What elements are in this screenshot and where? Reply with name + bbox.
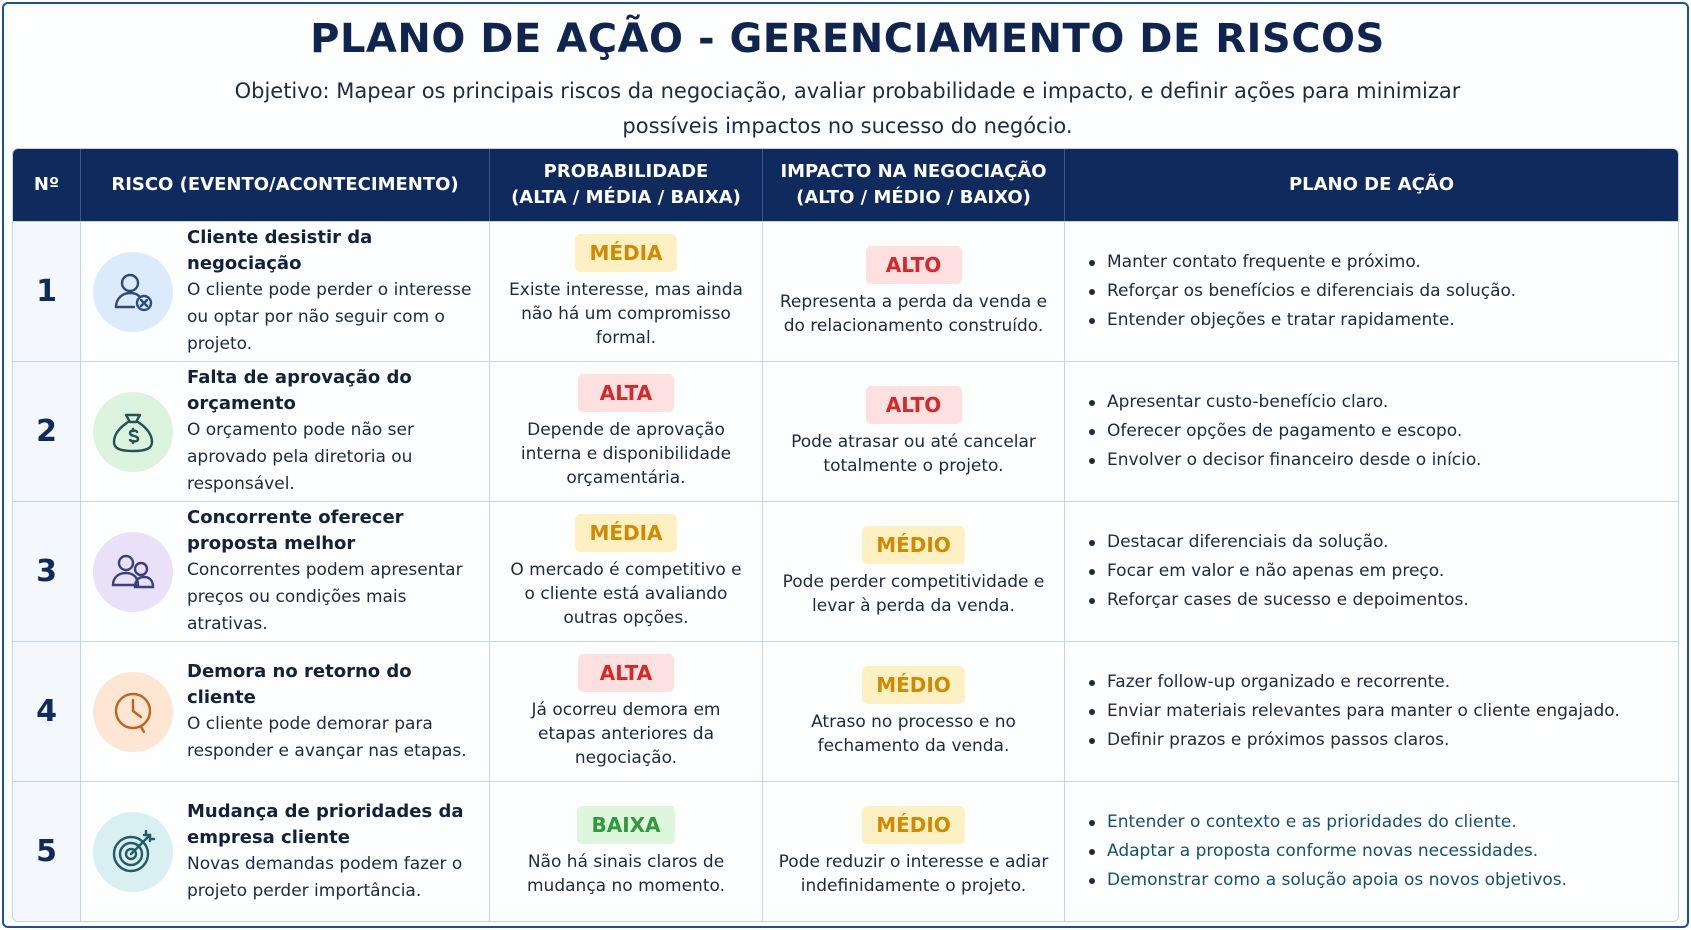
- impact-cell: ALTO Representa a perda da venda e do re…: [763, 221, 1065, 361]
- impact-badge: ALTO: [865, 385, 962, 424]
- risk-description: Novas demandas podem fazer o projeto per…: [187, 853, 463, 901]
- plan-cell: Destacar diferenciais da solução. Focar …: [1065, 501, 1678, 641]
- table-row: 2 Falta de aprovação do orçamento O orça…: [13, 361, 1678, 501]
- probability-description: Existe interesse, mas ainda não há um co…: [509, 279, 743, 348]
- probability-badge: MÉDIA: [575, 513, 677, 552]
- row-number: 4: [13, 641, 81, 781]
- header-probability: PROBABILIDADE (ALTA / MÉDIA / BAIXA): [490, 149, 763, 221]
- impact-badge: MÉDIO: [862, 805, 965, 844]
- probability-description: Depende de aprovação interna e disponibi…: [520, 419, 732, 488]
- target-icon: [93, 811, 173, 892]
- header-risk: RISCO (EVENTO/ACONTECIMENTO): [81, 149, 490, 221]
- action-item: Destacar diferenciais da solução.: [1087, 530, 1662, 554]
- probability-description: Já ocorreu demora em etapas anteriores d…: [531, 699, 721, 768]
- action-item: Adaptar a proposta conforme novas necess…: [1087, 839, 1662, 863]
- action-item: Demonstrar como a solução apoia os novos…: [1087, 868, 1662, 892]
- probability-description: O mercado é competitivo e o cliente está…: [510, 559, 742, 628]
- probability-cell: BAIXA Não há sinais claros de mudança no…: [490, 781, 763, 921]
- action-item: Reforçar cases de sucesso e depoimentos.: [1087, 588, 1662, 612]
- probability-badge: ALTA: [578, 653, 674, 692]
- header-impact-line2: (ALTO / MÉDIO / BAIXO): [796, 187, 1031, 208]
- row-number: 1: [13, 221, 81, 361]
- plan-cell: Fazer follow-up organizado e recorrente.…: [1065, 641, 1678, 781]
- header-probability-line2: (ALTA / MÉDIA / BAIXA): [511, 187, 741, 208]
- action-item: Entender objeções e tratar rapidamente.: [1087, 308, 1662, 332]
- risk-description: Concorrentes podem apresentar preços ou …: [187, 560, 463, 634]
- probability-badge: ALTA: [578, 373, 674, 412]
- user-cancel-icon: [93, 251, 173, 332]
- probability-badge: BAIXA: [577, 805, 675, 844]
- plan-cell: Manter contato frequente e próximo. Refo…: [1065, 221, 1678, 361]
- impact-description: Representa a perda da venda e do relacio…: [779, 291, 1048, 336]
- probability-description: Não há sinais claros de mudança no momen…: [527, 851, 725, 896]
- probability-cell: ALTA Já ocorreu demora em etapas anterio…: [490, 641, 763, 781]
- action-list: Fazer follow-up organizado e recorrente.…: [1087, 670, 1662, 752]
- action-item: Manter contato frequente e próximo.: [1087, 250, 1662, 274]
- money-bag-icon: [93, 391, 173, 472]
- probability-cell: ALTA Depende de aprovação interna e disp…: [490, 361, 763, 501]
- impact-cell: MÉDIO Pode perder competitividade e leva…: [763, 501, 1065, 641]
- risk-description: O cliente pode demorar para responder e …: [187, 713, 467, 761]
- impact-badge: MÉDIO: [862, 525, 965, 564]
- clock-icon: [93, 671, 173, 752]
- risk-cell: Concorrente oferecer proposta melhor Con…: [81, 501, 490, 641]
- action-item: Apresentar custo-benefício claro.: [1087, 390, 1662, 414]
- probability-cell: MÉDIA O mercado é competitivo e o client…: [490, 501, 763, 641]
- plan-cell: Entender o contexto e as prioridades do …: [1065, 781, 1678, 921]
- impact-badge: ALTO: [865, 245, 962, 284]
- probability-badge: MÉDIA: [575, 233, 677, 272]
- impact-description: Pode perder competitividade e levar à pe…: [782, 571, 1045, 616]
- header-impact: IMPACTO NA NEGOCIAÇÃO (ALTO / MÉDIO / BA…: [763, 149, 1065, 221]
- action-item: Definir prazos e próximos passos claros.: [1087, 728, 1662, 752]
- action-item: Reforçar os benefícios e diferenciais da…: [1087, 279, 1662, 303]
- risk-title: Demora no retorno do cliente: [187, 660, 412, 708]
- row-number: 5: [13, 781, 81, 921]
- header-impact-line1: IMPACTO NA NEGOCIAÇÃO: [780, 161, 1047, 182]
- risk-cell: Falta de aprovação do orçamento O orçame…: [81, 361, 490, 501]
- action-item: Fazer follow-up organizado e recorrente.: [1087, 670, 1662, 694]
- users-icon: [93, 531, 173, 612]
- table-row: 3 Concorrente oferecer proposta melhor C…: [13, 501, 1678, 641]
- table-header-row: Nº RISCO (EVENTO/ACONTECIMENTO) PROBABIL…: [13, 149, 1678, 221]
- risk-title: Falta de aprovação do orçamento: [187, 367, 412, 414]
- risk-description: O orçamento pode não ser aprovado pela d…: [187, 420, 414, 494]
- impact-badge: MÉDIO: [862, 665, 965, 704]
- table-row: 1 Cliente desistir da negociação: [13, 221, 1678, 361]
- table-row: 4 Demora no retorno do cliente O cliente…: [13, 641, 1678, 781]
- risk-cell: Demora no retorno do cliente O cliente p…: [81, 641, 490, 781]
- risk-title: Concorrente oferecer proposta melhor: [187, 507, 404, 554]
- impact-description: Pode atrasar ou até cancelar totalmente …: [791, 431, 1036, 476]
- action-list: Manter contato frequente e próximo. Refo…: [1087, 250, 1662, 332]
- header-num: Nº: [13, 149, 81, 221]
- impact-description: Pode reduzir o interesse e adiar indefin…: [778, 851, 1049, 896]
- risk-table: Nº RISCO (EVENTO/ACONTECIMENTO) PROBABIL…: [12, 148, 1679, 922]
- action-item: Envolver o decisor financeiro desde o in…: [1087, 448, 1662, 472]
- risk-cell: Cliente desistir da negociação O cliente…: [81, 221, 490, 361]
- row-number: 2: [13, 361, 81, 501]
- risk-description: O cliente pode perder o interesse ou opt…: [187, 280, 472, 354]
- action-list: Apresentar custo-benefício claro. Oferec…: [1087, 390, 1662, 472]
- impact-cell: ALTO Pode atrasar ou até cancelar totalm…: [763, 361, 1065, 501]
- table-row: 5 Mudança de prioridade: [13, 781, 1678, 921]
- header-probability-line1: PROBABILIDADE: [543, 161, 709, 182]
- impact-description: Atraso no processo e no fechamento da ve…: [811, 711, 1016, 756]
- action-item: Enviar materiais relevantes para manter …: [1087, 699, 1662, 723]
- action-item: Oferecer opções de pagamento e escopo.: [1087, 419, 1662, 443]
- risk-title: Cliente desistir da negociação: [187, 227, 373, 274]
- action-item: Focar em valor e não apenas em preço.: [1087, 559, 1662, 583]
- action-list: Destacar diferenciais da solução. Focar …: [1087, 530, 1662, 612]
- risk-title: Mudança de prioridades da empresa client…: [187, 800, 464, 848]
- impact-cell: MÉDIO Atraso no processo e no fechamento…: [763, 641, 1065, 781]
- impact-cell: MÉDIO Pode reduzir o interesse e adiar i…: [763, 781, 1065, 921]
- page-title: PLANO DE AÇÃO - GERENCIAMENTO DE RISCOS: [310, 16, 1385, 62]
- probability-cell: MÉDIA Existe interesse, mas ainda não há…: [490, 221, 763, 361]
- action-list: Entender o contexto e as prioridades do …: [1087, 810, 1662, 892]
- action-item: Entender o contexto e as prioridades do …: [1087, 810, 1662, 834]
- header-plan: PLANO DE AÇÃO: [1065, 149, 1678, 221]
- page-subtitle: Objetivo: Mapear os principais riscos da…: [234, 79, 1461, 138]
- plan-cell: Apresentar custo-benefício claro. Oferec…: [1065, 361, 1678, 501]
- risk-cell: Mudança de prioridades da empresa client…: [81, 781, 490, 921]
- row-number: 3: [13, 501, 81, 641]
